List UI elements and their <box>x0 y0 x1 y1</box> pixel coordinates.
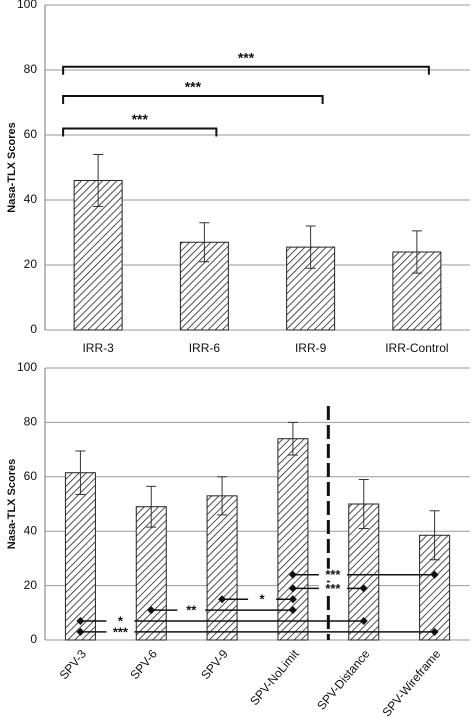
significance-label: * <box>260 592 266 607</box>
significance-bracket <box>62 95 324 104</box>
significance-bracket <box>62 65 430 75</box>
significance-marker <box>76 627 85 636</box>
significance-label: * <box>118 613 124 628</box>
bar <box>135 506 167 641</box>
y-tick-label: 0 <box>30 322 37 336</box>
x-tick-label: SPV-3 <box>57 647 90 682</box>
significance-marker <box>76 616 85 625</box>
x-tick-label: IRR-Control <box>385 341 448 355</box>
significance-marker <box>288 595 297 604</box>
significance-label: *** <box>325 567 341 582</box>
label-bg <box>318 568 347 581</box>
significance-marker <box>147 606 156 615</box>
x-tick-label: SPV-Distance <box>314 647 373 713</box>
y-tick-label: 40 <box>24 523 38 537</box>
x-tick-label: IRR-3 <box>82 341 114 355</box>
y-tick-label: 80 <box>24 415 38 429</box>
significance-marker <box>430 627 439 636</box>
significance-label: *** <box>113 624 129 639</box>
y-tick-label: 20 <box>24 257 38 271</box>
x-tick-label: IRR-6 <box>189 341 221 355</box>
label-bg <box>106 614 135 627</box>
significance-label: *** <box>132 111 149 127</box>
x-tick-label: SPV-NoLimit <box>247 646 302 708</box>
y-tick-label: 0 <box>30 632 37 646</box>
significance-marker <box>288 606 297 615</box>
y-tick-label: 60 <box>24 469 38 483</box>
x-tick-label: IRR-9 <box>295 341 327 355</box>
significance-bracket <box>62 127 218 137</box>
bar <box>64 472 96 641</box>
y-tick-label: 80 <box>24 62 38 76</box>
y-tick-label: 100 <box>17 0 37 11</box>
significance-label: *** <box>325 581 341 596</box>
x-tick-label: SPV-6 <box>127 647 160 682</box>
x-tick-label: SPV-9 <box>198 647 231 682</box>
significance-marker <box>430 570 439 579</box>
y-axis-label: Nasa-TLX Scores <box>6 122 18 212</box>
label-bg <box>177 604 206 617</box>
y-tick-label: 40 <box>24 192 38 206</box>
y-tick-label: 60 <box>24 127 38 141</box>
bar <box>206 495 238 641</box>
significance-marker <box>359 584 368 593</box>
significance-marker <box>288 570 297 579</box>
significance-marker <box>218 595 227 604</box>
significance-label: *** <box>238 49 255 65</box>
significance-marker <box>288 584 297 593</box>
y-axis-label: Nasa-TLX Scores <box>6 459 18 549</box>
y-tick-label: 100 <box>17 360 37 374</box>
significance-label: ** <box>186 603 197 618</box>
label-bg <box>106 625 135 638</box>
significance-label: *** <box>185 79 202 95</box>
y-tick-label: 20 <box>24 578 38 592</box>
label-bg <box>248 593 277 606</box>
significance-marker <box>359 616 368 625</box>
label-bg <box>318 582 347 595</box>
x-tick-label: SPV-Wireframe <box>379 647 443 718</box>
